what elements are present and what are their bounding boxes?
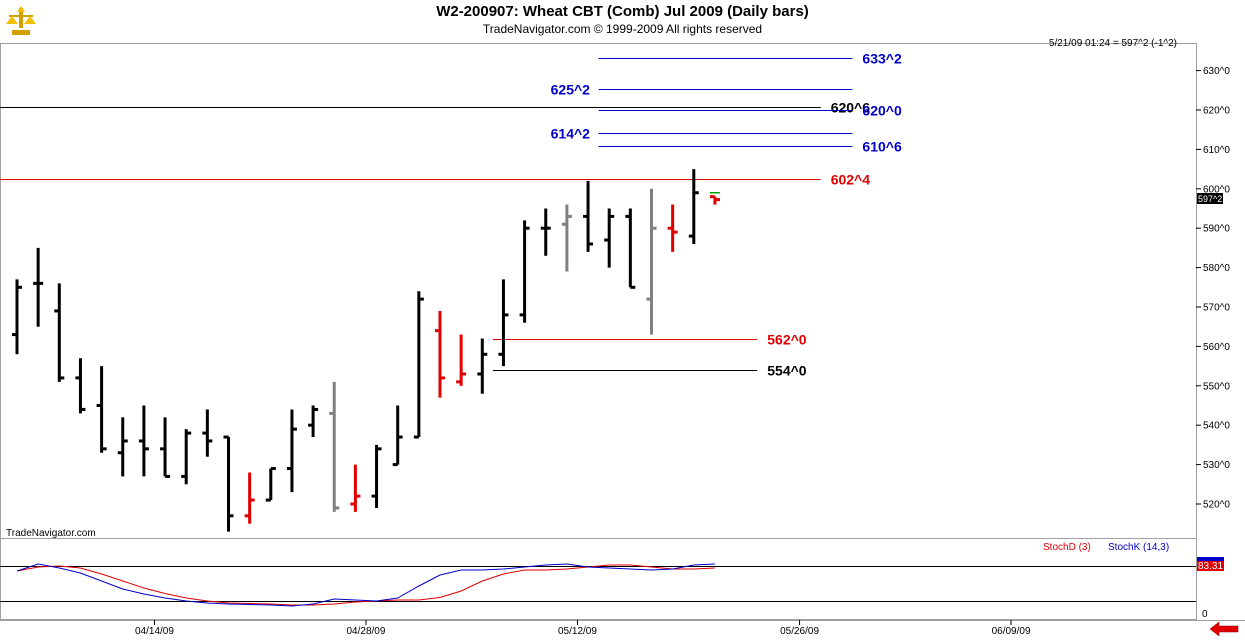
ohlc-bar bbox=[75, 358, 86, 414]
ohlc-bar bbox=[392, 405, 403, 467]
x-tick-label: 05/12/09 bbox=[558, 626, 597, 637]
y-tick-label: 540^0 bbox=[1203, 421, 1230, 432]
y-tick-label: 600^0 bbox=[1203, 184, 1230, 195]
ohlc-bar bbox=[329, 381, 340, 512]
ohlc-bar bbox=[181, 429, 192, 485]
ohlc-bar bbox=[456, 334, 467, 386]
ohlc-bar bbox=[477, 338, 488, 394]
stoch-k-legend: StochK (14,3) bbox=[1108, 542, 1169, 553]
ohlc-bar bbox=[604, 208, 615, 268]
last-price-tag bbox=[1197, 193, 1223, 204]
level-label: 610^6 bbox=[862, 139, 902, 155]
watermark: TradeNavigator.com bbox=[6, 528, 96, 539]
y-tick-label: 570^0 bbox=[1203, 303, 1230, 314]
level-label: 620^6 bbox=[831, 100, 871, 116]
y-tick-label: 550^0 bbox=[1203, 381, 1230, 392]
y-tick-label: 560^0 bbox=[1203, 342, 1230, 353]
y-tick-label: 630^0 bbox=[1203, 66, 1230, 77]
chart-title: W2-200907: Wheat CBT (Comb) Jul 2009 (Da… bbox=[436, 3, 809, 20]
ohlc-bar bbox=[54, 283, 65, 382]
x-tick-label: 06/09/09 bbox=[992, 626, 1031, 637]
ohlc-bar bbox=[33, 247, 44, 327]
ohlc-bar bbox=[583, 180, 594, 252]
ohlc-bar bbox=[498, 279, 509, 367]
level-label: 633^2 bbox=[862, 51, 902, 67]
ohlc-bar bbox=[435, 310, 445, 398]
quote-readout: 5/21/09 01:24 = 597^2 (-1^2) bbox=[1048, 38, 1177, 49]
y-tick-label: 590^0 bbox=[1203, 224, 1230, 235]
trade-navigator-logo-icon bbox=[6, 6, 36, 35]
ohlc-bar bbox=[265, 467, 276, 502]
ohlc-bar bbox=[625, 208, 636, 289]
x-tick-label: 04/28/09 bbox=[347, 626, 386, 637]
ohlc-bar bbox=[709, 195, 720, 205]
ohlc-bar bbox=[350, 464, 361, 512]
stoch-series-line bbox=[16, 563, 715, 607]
ohlc-bar bbox=[202, 409, 213, 457]
y-tick-label: 580^0 bbox=[1203, 263, 1230, 274]
price-bars bbox=[12, 169, 720, 532]
stoch-d-legend: StochD (3) bbox=[1043, 542, 1091, 553]
ohlc-bar bbox=[12, 279, 22, 355]
ohlc-bar bbox=[519, 220, 530, 323]
stoch-zero-label: 0 bbox=[1202, 609, 1208, 620]
date-axis: 04/14/09 04/28/09 05/12/09 05/26/09 06/09/09 bbox=[135, 620, 1031, 637]
price-axis: 520^0 530^0 540^0 550^0 560^0 570^0 580^0 590^0… bbox=[1196, 66, 1230, 511]
y-tick-label: 520^0 bbox=[1203, 500, 1230, 511]
y-tick-label: 610^0 bbox=[1203, 145, 1230, 156]
ohlc-bar bbox=[413, 291, 424, 439]
ohlc-bar bbox=[646, 188, 657, 335]
level-label: 562^0 bbox=[767, 332, 807, 348]
ohlc-bar bbox=[540, 208, 551, 256]
y-tick-label: 620^0 bbox=[1203, 106, 1230, 117]
chart-subtitle: TradeNavigator.com © 1999-2009 All right… bbox=[482, 22, 763, 36]
x-tick-label: 05/26/09 bbox=[780, 626, 819, 637]
ohlc-bar bbox=[667, 204, 678, 252]
scroll-left-arrow-icon[interactable] bbox=[1209, 621, 1241, 637]
stoch-series-line bbox=[16, 564, 715, 606]
level-label: 602^4 bbox=[831, 172, 871, 188]
ohlc-bar bbox=[96, 366, 107, 453]
level-label: 554^0 bbox=[767, 363, 807, 379]
y-tick-label: 530^0 bbox=[1203, 460, 1230, 471]
ohlc-bar bbox=[117, 417, 128, 477]
stochastic-panel bbox=[0, 563, 1196, 607]
level-label: 625^2 bbox=[551, 82, 591, 98]
level-label: 620^0 bbox=[862, 103, 902, 119]
ohlc-bar bbox=[561, 204, 572, 272]
ohlc-bar bbox=[371, 444, 382, 508]
stoch-value-label: 83.31 bbox=[1198, 561, 1223, 572]
ohlc-bar bbox=[138, 405, 149, 477]
last-price-label: 597^2 bbox=[1198, 194, 1222, 204]
ohlc-bar bbox=[286, 409, 297, 493]
ohlc-bar bbox=[223, 435, 234, 532]
stoch-value-tag-top bbox=[1197, 557, 1224, 561]
level-label: 614^2 bbox=[551, 126, 591, 142]
ohlc-bar bbox=[688, 169, 699, 244]
ohlc-bar bbox=[308, 405, 319, 438]
ohlc-bar bbox=[244, 472, 255, 524]
x-tick-label: 04/14/09 bbox=[135, 626, 174, 637]
ohlc-bar bbox=[160, 417, 171, 478]
